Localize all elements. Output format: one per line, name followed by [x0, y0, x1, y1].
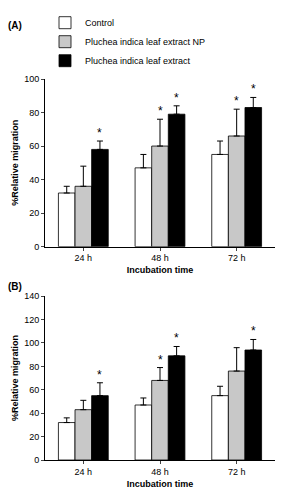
svg-text:Incubation time: Incubation time: [127, 479, 194, 489]
svg-text:40: 40: [29, 175, 39, 185]
svg-text:60: 60: [29, 141, 39, 151]
svg-text:Pluchea indica leaf extract NP: Pluchea indica leaf extract NP: [85, 37, 205, 47]
svg-text:24 h: 24 h: [75, 467, 93, 477]
svg-text:%Relative migration: %Relative migration: [10, 120, 20, 206]
svg-text:Incubation time: Incubation time: [127, 265, 194, 275]
svg-text:*: *: [251, 324, 256, 338]
svg-text:(B): (B): [8, 281, 22, 292]
svg-text:60: 60: [29, 385, 39, 395]
svg-text:*: *: [251, 82, 256, 96]
svg-text:100: 100: [24, 74, 39, 84]
svg-text:0: 0: [34, 455, 39, 465]
svg-text:24 h: 24 h: [75, 253, 93, 263]
svg-text:80: 80: [29, 108, 39, 118]
svg-text:*: *: [158, 353, 163, 367]
svg-text:%Relative migration: %Relative migration: [10, 335, 20, 421]
svg-text:100: 100: [24, 338, 39, 348]
svg-text:*: *: [174, 91, 179, 105]
svg-text:48 h: 48 h: [151, 467, 169, 477]
svg-text:40: 40: [29, 408, 39, 418]
svg-text:140: 140: [24, 291, 39, 301]
svg-text:48 h: 48 h: [151, 253, 169, 263]
svg-text:*: *: [174, 331, 179, 345]
svg-text:72 h: 72 h: [228, 253, 246, 263]
svg-text:20: 20: [29, 208, 39, 218]
svg-text:Pluchea indica leaf extract: Pluchea indica leaf extract: [85, 56, 191, 66]
svg-text:(A): (A): [8, 20, 22, 31]
svg-text:20: 20: [29, 432, 39, 442]
svg-text:120: 120: [24, 315, 39, 325]
svg-text:*: *: [158, 104, 163, 118]
svg-text:*: *: [97, 368, 102, 382]
svg-text:72 h: 72 h: [228, 467, 246, 477]
svg-text:*: *: [97, 126, 102, 140]
svg-text:Control: Control: [85, 18, 114, 28]
svg-text:0: 0: [34, 242, 39, 252]
svg-text:80: 80: [29, 362, 39, 372]
svg-text:*: *: [234, 94, 239, 108]
